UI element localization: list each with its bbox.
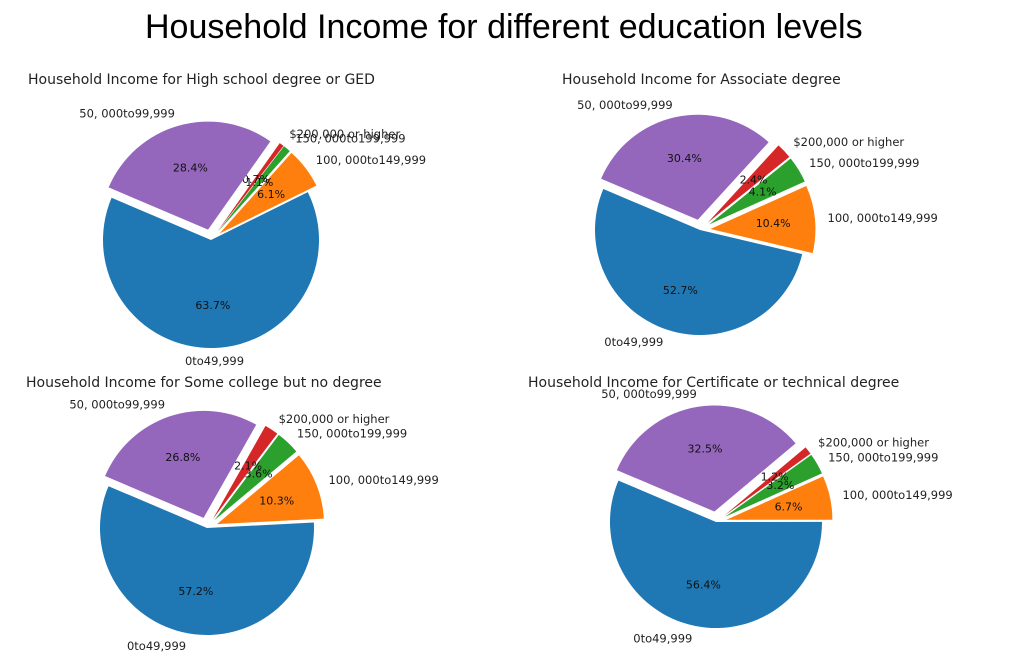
pie-slice-top — [724, 447, 811, 516]
pie-category-label: 0to49,999 — [604, 335, 663, 349]
pie-category-label: 0to49,999 — [633, 631, 692, 645]
pie-pct-label: 3.2% — [766, 479, 794, 492]
pie-slice-low — [99, 486, 314, 636]
pie-pct-label: 2.1% — [234, 459, 262, 472]
pie-category-label: 0to49,999 — [185, 354, 244, 368]
pie-category-label: 0to49,999 — [127, 639, 186, 653]
pie-category-label: 50, 000to99,999 — [601, 387, 697, 401]
pie-category-label: 150, 000to199,999 — [828, 450, 938, 464]
pie-pct-label: 10.4% — [756, 217, 791, 230]
pie-pct-label: 6.7% — [775, 500, 803, 513]
pie-pct-label: 3.6% — [245, 468, 273, 481]
pie-slice-top — [217, 143, 284, 232]
pie-slice-low — [610, 480, 822, 629]
pie-pct-label: 1.2% — [761, 470, 789, 483]
pie-pct-label: 56.4% — [686, 578, 721, 591]
pie-category-label: 100, 000to149,999 — [328, 473, 438, 487]
pie-category-label: 50, 000to99,999 — [79, 106, 175, 120]
figure-title: Household Income for different education… — [145, 8, 863, 46]
pie-slice-upper — [708, 158, 805, 225]
pie-title-some-college: Household Income for Some college but no… — [26, 375, 382, 391]
pie-category-label: 150, 000to199,999 — [295, 132, 405, 146]
pie-slice-middle — [601, 114, 769, 220]
pie-slice-upper — [214, 434, 297, 521]
pie-title-associate: Household Income for Associate degree — [562, 72, 841, 88]
pie-slice-middle — [105, 410, 257, 518]
pie-pct-label: 52.7% — [663, 284, 698, 297]
pie-category-label: 100, 000to149,999 — [828, 211, 938, 225]
pie-category-label: 150, 000to199,999 — [809, 156, 919, 170]
pie-slice-low — [595, 188, 803, 335]
pie-chart-certificate: Household Income for Certificate or tech… — [528, 375, 953, 645]
pie-pct-label: 32.5% — [688, 443, 723, 456]
pie-slice-mid-high — [710, 186, 816, 254]
pie-chart-high-school: Household Income for High school degree … — [28, 72, 426, 368]
pie-chart-some-college: Household Income for Some college but no… — [26, 375, 439, 653]
pie-category-label: $200,000 or higher — [289, 127, 400, 141]
pie-pct-label: 6.1% — [257, 188, 285, 201]
pie-slice-mid-high — [216, 455, 324, 525]
pie-slice-top — [212, 425, 278, 520]
pie-pct-label: 28.4% — [173, 161, 208, 174]
pie-pct-label: 0.7% — [242, 173, 270, 186]
pie-pct-label: 30.4% — [667, 152, 702, 165]
pie-slice-top — [707, 145, 790, 223]
pie-pct-label: 10.3% — [259, 495, 294, 508]
pie-slice-mid-high — [726, 476, 833, 520]
pie-category-label: 50, 000to99,999 — [69, 397, 165, 411]
pie-pct-label: 26.8% — [165, 451, 200, 464]
pie-category-label: $200,000 or higher — [793, 135, 904, 149]
pie-pct-label: 2.4% — [740, 174, 768, 187]
pie-slice-mid-high — [219, 152, 317, 234]
pie-slice-upper — [725, 454, 822, 517]
pie-chart-associate: Household Income for Associate degree 52… — [562, 72, 938, 349]
pie-title-certificate: Household Income for Certificate or tech… — [528, 375, 899, 391]
pie-slice-upper — [217, 146, 290, 232]
pie-category-label: 100, 000to149,999 — [842, 488, 952, 502]
pie-category-label: $200,000 or higher — [818, 436, 929, 450]
pie-slice-middle — [616, 405, 796, 512]
pie-category-label: $200,000 or higher — [279, 412, 390, 426]
pie-pct-label: 4.1% — [749, 186, 777, 199]
pie-pct-label: 57.2% — [178, 585, 213, 598]
pie-title-high-school: Household Income for High school degree … — [28, 72, 375, 88]
pie-slice-low — [103, 192, 319, 348]
pie-slice-middle — [108, 121, 271, 230]
pie-category-label: 100, 000to149,999 — [316, 153, 426, 167]
pie-category-label: 50, 000to99,999 — [577, 98, 673, 112]
pie-category-label: 150, 000to199,999 — [297, 426, 407, 440]
pie-pct-label: 63.7% — [195, 299, 230, 312]
